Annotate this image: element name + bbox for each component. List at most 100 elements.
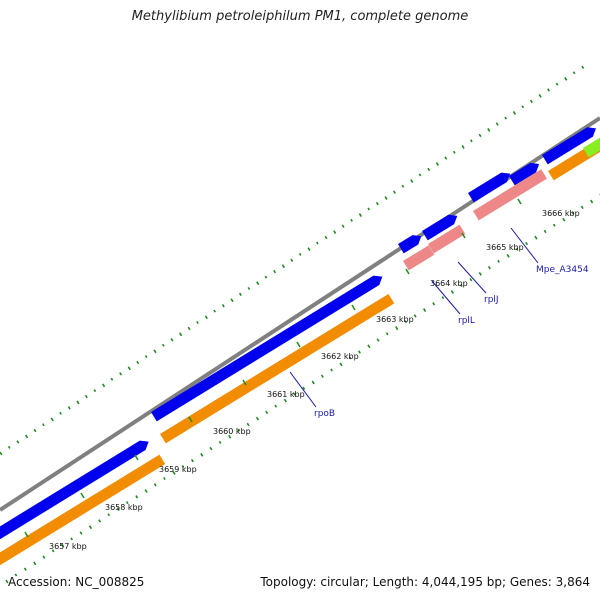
gc-dot bbox=[76, 400, 80, 405]
gc-dot bbox=[190, 458, 194, 463]
gc-dot bbox=[247, 286, 251, 290]
cds-feature bbox=[509, 162, 540, 186]
tick-label-3658: 3658 kbp bbox=[105, 503, 143, 512]
gc-dot bbox=[0, 451, 3, 456]
gc-dot bbox=[281, 264, 285, 269]
gc-dot bbox=[93, 389, 97, 393]
tick-layer: 3657 kbp 3658 kbp 3659 kbp 3660 kbp 3661 kbp… bbox=[24, 198, 580, 551]
gc-dot bbox=[435, 162, 440, 166]
gc-dot bbox=[333, 230, 337, 235]
gc-dot bbox=[478, 271, 482, 276]
gc-dot bbox=[478, 133, 482, 138]
gene-label-line bbox=[457, 261, 487, 294]
gc-dot bbox=[273, 269, 277, 274]
tick-label-3663: 3663 kbp bbox=[376, 315, 414, 324]
gc-dot bbox=[418, 173, 422, 177]
gc-dot bbox=[274, 404, 278, 408]
gc-dot bbox=[506, 253, 510, 258]
gc-dot bbox=[432, 302, 436, 306]
gc-dot bbox=[452, 150, 456, 154]
cds-feature bbox=[0, 440, 149, 540]
gc-dot bbox=[395, 326, 399, 331]
gc-dot bbox=[315, 241, 319, 245]
gene-label-line bbox=[510, 227, 539, 264]
gc-dot bbox=[571, 211, 575, 215]
lime-feature bbox=[583, 137, 600, 158]
gc-dot bbox=[7, 445, 11, 449]
gc-dot bbox=[153, 349, 157, 354]
gc-dot bbox=[33, 428, 37, 433]
gc-dot bbox=[125, 501, 129, 505]
gc-dot bbox=[51, 549, 55, 553]
gc-dot bbox=[534, 235, 538, 240]
gc-dot bbox=[218, 440, 222, 444]
gc-dot bbox=[307, 247, 311, 252]
gc-dot bbox=[376, 338, 380, 342]
cds-feature bbox=[468, 172, 511, 203]
cds-feature bbox=[151, 275, 383, 422]
scale-tick bbox=[296, 341, 301, 348]
gc-dot bbox=[228, 434, 232, 439]
gc-dot bbox=[98, 519, 102, 523]
gc-dot bbox=[450, 290, 455, 294]
tick-label-3661: 3661 kbp bbox=[267, 390, 305, 399]
gc-dot bbox=[469, 278, 473, 282]
gc-dot bbox=[283, 398, 287, 403]
gene-label-layer: rpoB rplL rplJ Mpe_A3454 bbox=[289, 227, 589, 419]
gc-dot bbox=[181, 464, 185, 468]
gc-dot bbox=[88, 525, 93, 530]
gc-dot bbox=[441, 296, 445, 300]
scale-tick bbox=[80, 492, 85, 499]
gc-dot bbox=[410, 179, 414, 183]
gc-dot bbox=[200, 452, 204, 457]
cds-feature bbox=[398, 235, 422, 254]
gc-dot bbox=[255, 416, 260, 421]
gc-dot bbox=[24, 434, 29, 439]
gc-dot bbox=[209, 446, 213, 451]
gc-dot bbox=[59, 411, 62, 415]
gc-dot bbox=[302, 386, 306, 390]
tick-label-3659: 3659 kbp bbox=[159, 465, 197, 474]
gc-dot bbox=[427, 167, 431, 172]
gc-dot bbox=[521, 105, 525, 109]
gc-dot bbox=[110, 377, 114, 381]
pink-feature bbox=[403, 245, 435, 271]
gc-dot bbox=[170, 338, 174, 342]
gc-dot bbox=[515, 247, 519, 251]
tick-label-3662: 3662 kbp bbox=[321, 352, 359, 361]
gc-dot bbox=[172, 471, 176, 475]
gc-dot bbox=[116, 507, 120, 512]
gc-dot bbox=[221, 303, 225, 308]
gc-dot bbox=[163, 477, 166, 481]
gc-dot bbox=[23, 567, 27, 571]
gc-dot bbox=[42, 423, 45, 427]
gc-dot bbox=[50, 417, 54, 422]
gc-dots-inner bbox=[5, 194, 600, 584]
gc-dot bbox=[330, 368, 333, 372]
gc-dot bbox=[161, 343, 165, 347]
gc-dot bbox=[552, 223, 556, 227]
gc-dot bbox=[42, 555, 46, 559]
gc-dot bbox=[525, 241, 528, 246]
map-title: Methylibium petroleiphilum PM1, complete… bbox=[131, 9, 469, 24]
gc-dot bbox=[144, 489, 148, 493]
orange-feature bbox=[0, 454, 166, 566]
gc-dot bbox=[384, 196, 388, 200]
scale-tick bbox=[242, 379, 247, 386]
scale-tick bbox=[405, 268, 410, 275]
pink-feature bbox=[473, 169, 547, 221]
gc-dot bbox=[107, 513, 111, 517]
gc-dot bbox=[256, 281, 260, 286]
gc-dot bbox=[70, 537, 73, 541]
gc-dot bbox=[213, 309, 216, 313]
gc-dot bbox=[350, 218, 353, 222]
gc-dot bbox=[497, 259, 500, 263]
gc-dots-outer bbox=[0, 65, 585, 456]
gc-dot bbox=[265, 410, 269, 415]
tick-label-3660: 3660 kbp bbox=[213, 427, 251, 436]
gc-dot bbox=[413, 314, 417, 318]
gc-dot bbox=[264, 275, 268, 279]
gc-dots-layer bbox=[0, 65, 600, 584]
cds-feature bbox=[422, 214, 458, 241]
